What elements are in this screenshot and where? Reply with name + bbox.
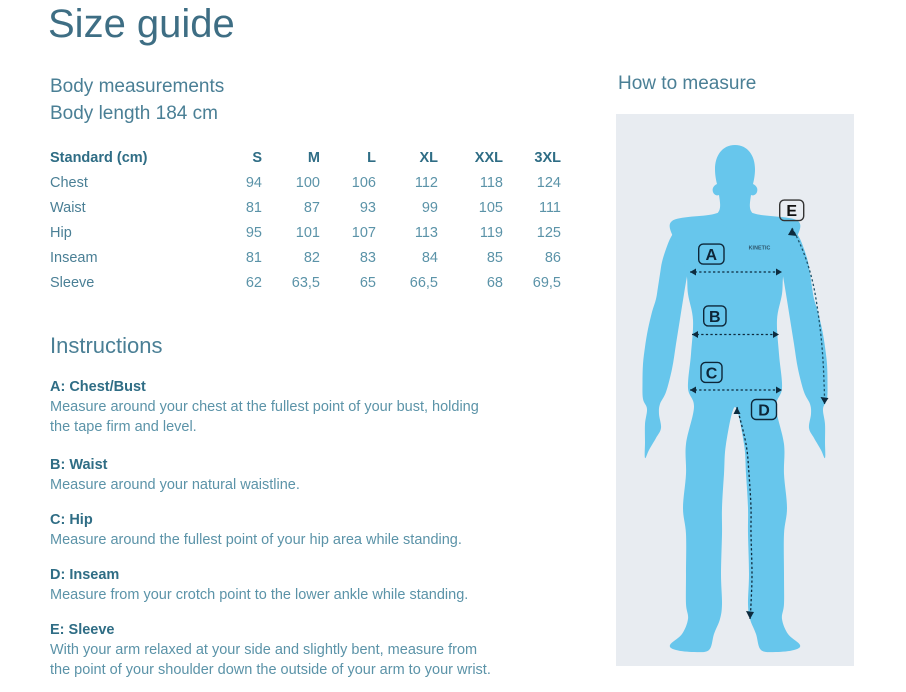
svg-text:C: C [706, 365, 718, 382]
svg-text:B: B [709, 309, 721, 326]
svg-text:D: D [758, 402, 770, 419]
svg-text:KINETIC: KINETIC [749, 246, 771, 252]
svg-text:A: A [706, 247, 718, 264]
svg-text:E: E [786, 203, 797, 220]
